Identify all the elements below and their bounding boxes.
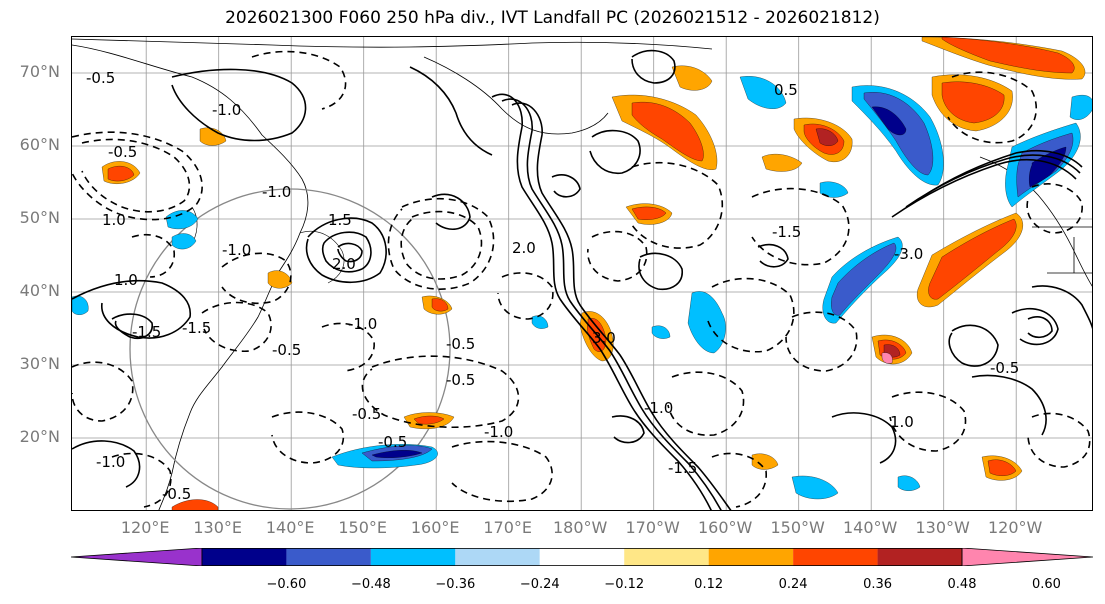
contour-label: 1.5: [328, 211, 352, 229]
contour-label: -0.5: [446, 335, 475, 353]
latitude-label: 40°N: [19, 281, 60, 300]
contour-label: 2.0: [332, 255, 356, 273]
contour-label: -1.0: [484, 423, 513, 441]
contour-label: -1.5: [668, 459, 697, 477]
latitude-label: 50°N: [19, 208, 60, 227]
seas: [189, 206, 345, 284]
longitude-label: 140°E: [265, 518, 315, 537]
longitude-label: 180°W: [553, 518, 608, 537]
longitude-label: 130°E: [193, 518, 243, 537]
convergence-contours: [72, 50, 1091, 508]
colorbar-segment: [624, 548, 709, 566]
analysis-circle: [129, 188, 451, 510]
longitude-label: 170°E: [483, 518, 533, 537]
colorbar-tick-label: 0.60: [1031, 577, 1061, 592]
colorbar-segment: [539, 548, 625, 566]
contour-label: -0.5: [352, 405, 381, 423]
contour-label: -1.5: [182, 319, 211, 337]
map-canvas: -0.5 -1.0 -0.5 -1.0 1.0 1.5 -1.0 2.0 -1.0 -1.5 -0.…: [72, 37, 1092, 510]
contour-label: -0.5: [162, 485, 191, 503]
colorbar-segment: [286, 548, 371, 566]
longitude-label: 120°W: [988, 518, 1043, 537]
colorbar-segment: [370, 548, 456, 566]
contour-labels: -0.5 -1.0 -0.5 -1.0 1.0 1.5 -1.0 2.0 -1.0 -1.5 -0.…: [86, 69, 1019, 503]
ivt-shading: [72, 37, 1092, 510]
colorbar-tick-label: 0.24: [778, 577, 808, 592]
contour-label: 0.5: [774, 81, 798, 99]
contour-label: 2.0: [512, 239, 536, 257]
contour-label: -1.0: [222, 241, 251, 259]
latitude-label: 20°N: [19, 427, 60, 446]
divergence-contours: [72, 49, 1092, 510]
colorbar: [71, 548, 1093, 566]
contour-label: -1.0: [348, 315, 377, 333]
colorbar-tick-label: −0.48: [350, 577, 391, 592]
contour-label: 3.0: [592, 329, 616, 347]
colorbar-segment: [708, 548, 794, 566]
latitude-label: 60°N: [19, 135, 60, 154]
contour-label: -0.5: [86, 69, 115, 87]
contour-label: -0.5: [272, 341, 301, 359]
colorbar-tick-label: −0.12: [604, 577, 645, 592]
contour-label: -1.5: [772, 223, 801, 241]
contour-label: -0.5: [990, 359, 1019, 377]
longitude-label: 160°E: [410, 518, 460, 537]
map-panel: -0.5 -1.0 -0.5 -1.0 1.0 1.5 -1.0 2.0 -1.0 -1.5 -0.…: [71, 36, 1093, 511]
contour-label: 1.0: [890, 413, 914, 431]
colorbar-tick-label: −0.36: [435, 577, 476, 592]
colorbar-tick-label: 0.48: [947, 577, 977, 592]
contour-label: 1.0: [114, 271, 138, 289]
longitude-label: 120°E: [120, 518, 170, 537]
colorbar-extend-high: [961, 548, 1093, 566]
contour-label: 1.0: [102, 211, 126, 229]
latitude-label: 70°N: [19, 62, 60, 81]
contour-label: -0.5: [108, 143, 137, 161]
map-title: 2026021300 F060 250 hPa div., IVT Landfa…: [225, 8, 880, 28]
colorbar-tick-label: 0.12: [694, 577, 724, 592]
contour-label: -1.0: [96, 453, 125, 471]
longitude-label: 150°E: [338, 518, 388, 537]
colorbar-outline: [201, 548, 963, 566]
contour-label: -3.0: [894, 245, 923, 263]
contour-label: -0.5: [378, 433, 407, 451]
longitude-label: 170°W: [625, 518, 680, 537]
latitude-label: 30°N: [19, 354, 60, 373]
longitude-label: 150°W: [770, 518, 825, 537]
contour-label: -1.5: [132, 323, 161, 341]
colorbar-segment: [202, 548, 287, 566]
colorbar-extend-low: [71, 548, 203, 566]
colorbar-tick-label: −0.24: [519, 577, 560, 592]
longitude-label: 130°W: [915, 518, 970, 537]
colorbar-tick-label: −0.60: [266, 577, 307, 592]
colorbar-segment: [793, 548, 878, 566]
colorbar-segment: [877, 548, 962, 566]
longitude-label: 160°W: [698, 518, 753, 537]
contour-label: -0.5: [446, 371, 475, 389]
contour-label: -1.0: [262, 183, 291, 201]
longitude-label: 140°W: [843, 518, 898, 537]
colorbar-tick-label: 0.36: [863, 577, 893, 592]
contour-label: -1.0: [644, 399, 673, 417]
contour-label: -1.0: [212, 101, 241, 119]
colorbar-segment: [455, 548, 540, 566]
